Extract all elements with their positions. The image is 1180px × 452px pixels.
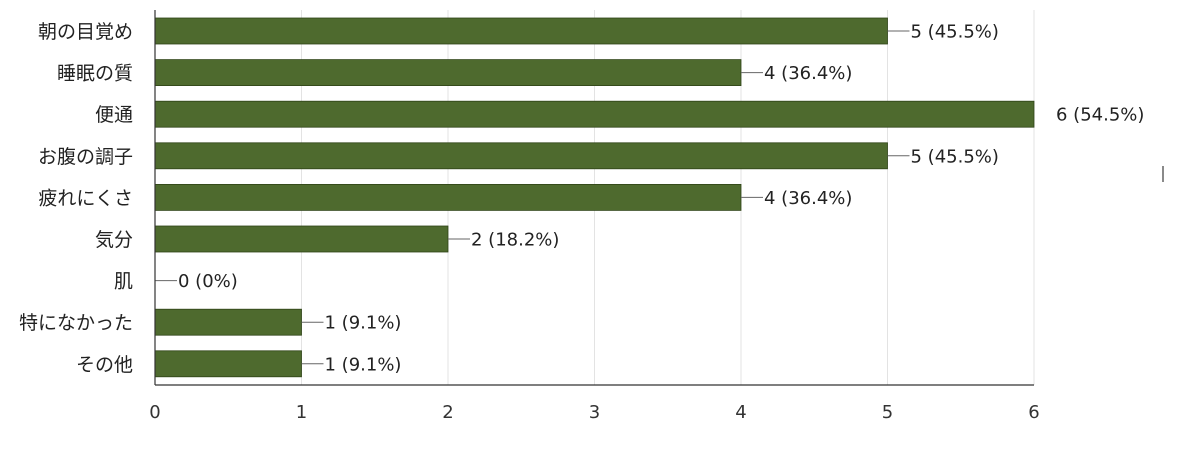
bar[interactable] — [154, 142, 888, 170]
x-tick-label: 4 — [735, 402, 746, 423]
bar[interactable] — [154, 225, 449, 253]
category-label: 肌 — [114, 271, 133, 293]
category-label: 便通 — [95, 104, 133, 126]
data-label: 4 (36.4%) — [764, 188, 852, 209]
x-tick-label: 5 — [882, 402, 893, 423]
category-label: 気分 — [95, 229, 133, 251]
data-label: 2 (18.2%) — [471, 230, 559, 251]
bar[interactable] — [154, 350, 302, 378]
data-label: 4 (36.4%) — [764, 63, 852, 84]
x-tick-label: 1 — [296, 402, 307, 423]
data-label: 1 (9.1%) — [325, 354, 402, 375]
data-label: 0 (0%) — [178, 271, 238, 292]
x-tick-label: 6 — [1028, 402, 1039, 423]
data-label: 1 (9.1%) — [325, 313, 402, 334]
data-label: 5 (45.5%) — [911, 22, 999, 43]
text-cursor-mark — [1162, 166, 1164, 182]
data-label: 6 (54.5%) — [1056, 105, 1144, 126]
x-tick-label: 2 — [442, 402, 453, 423]
category-label: お腹の調子 — [38, 146, 133, 168]
bar[interactable] — [154, 17, 888, 45]
x-tick-label: 0 — [149, 402, 160, 423]
x-tick-label: 3 — [589, 402, 600, 423]
bar[interactable] — [154, 100, 1035, 128]
data-label: 5 (45.5%) — [911, 146, 999, 167]
category-label: 特になかった — [19, 312, 133, 334]
category-label: 睡眠の質 — [57, 63, 133, 85]
category-label: その他 — [76, 354, 133, 376]
bar[interactable] — [154, 183, 742, 211]
category-label: 疲れにくさ — [38, 187, 133, 209]
bar[interactable] — [154, 59, 742, 86]
bar[interactable] — [154, 308, 302, 336]
category-label: 朝の目覚め — [38, 21, 133, 43]
